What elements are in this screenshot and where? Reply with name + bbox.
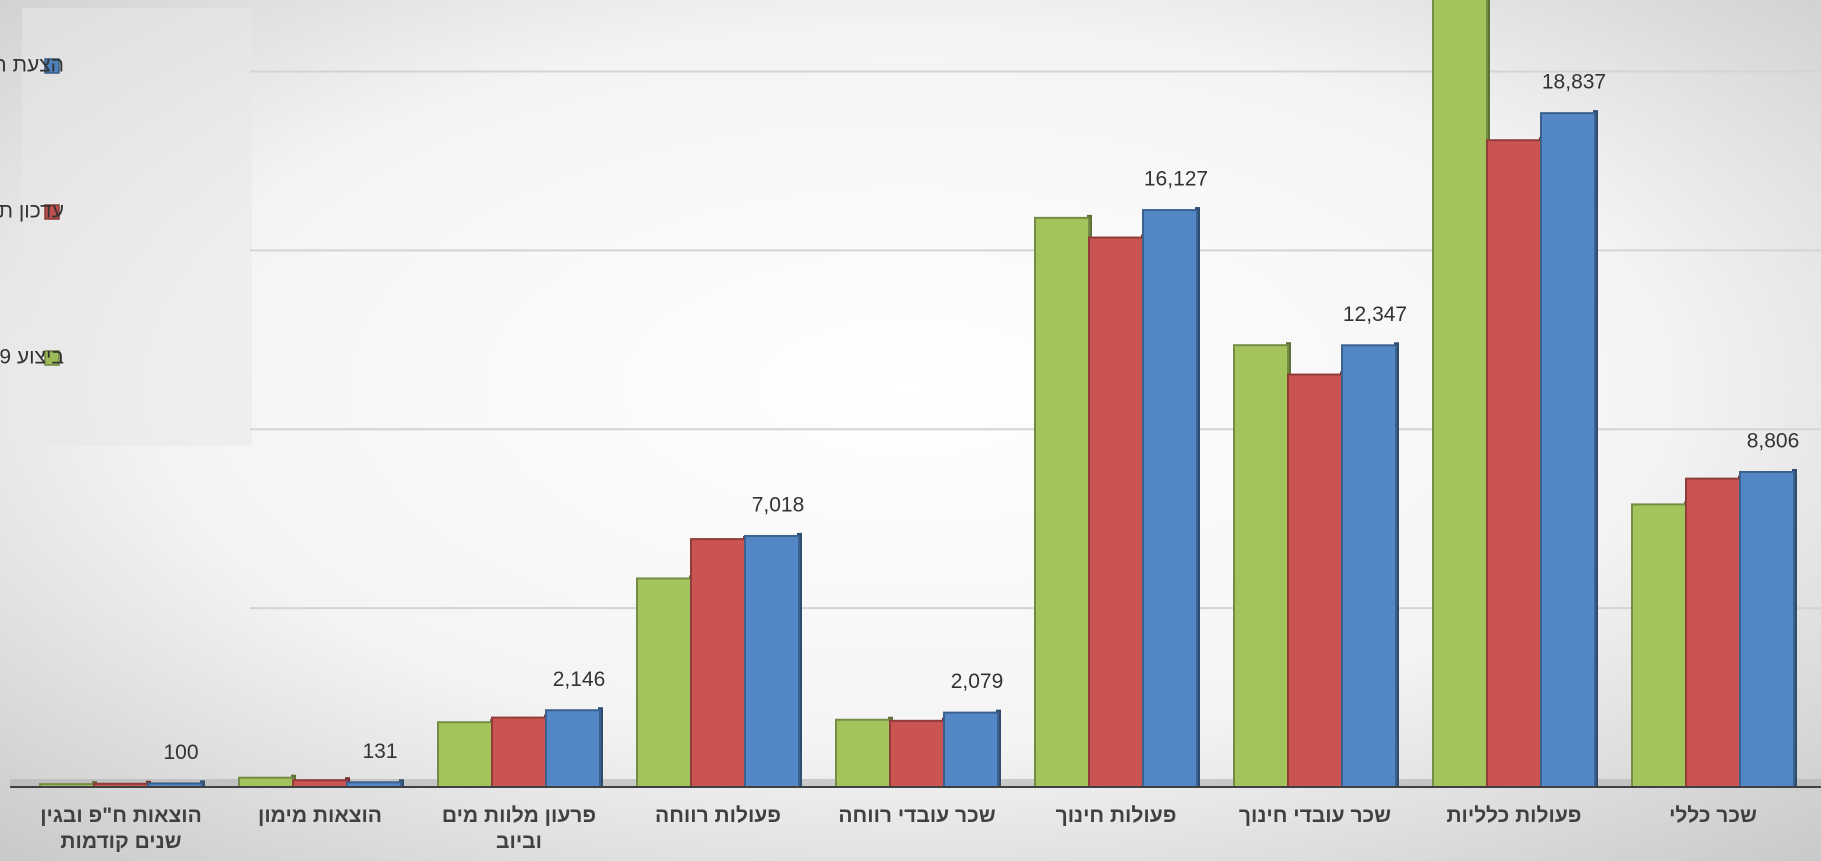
bar — [744, 534, 800, 789]
legend-label: עדכון תקציב 2020 — [0, 200, 64, 223]
data-label: 100 — [163, 741, 198, 764]
x-tick-label: הוצאות ח"פ ובגין שנים קודמות — [40, 804, 202, 853]
bar — [889, 719, 945, 788]
legend-box — [22, 8, 252, 446]
bar — [1540, 112, 1596, 789]
bar — [690, 538, 746, 788]
x-tick-label-box: פעולות חינוך — [1055, 804, 1177, 827]
bar — [1432, 0, 1488, 789]
legend-swatch — [44, 58, 60, 74]
x-tick-label: הוצאות מימון — [258, 804, 382, 827]
bar — [1233, 344, 1289, 788]
bar — [1088, 236, 1144, 789]
bar — [1739, 470, 1795, 788]
bar — [1034, 216, 1090, 789]
data-label: 131 — [362, 740, 397, 763]
x-tick-label: פעולות חינוך — [1055, 804, 1177, 827]
data-label: 16,127 — [1144, 168, 1208, 191]
x-tick-label-box: שכר עובדי חינוך — [1238, 804, 1392, 827]
bar — [292, 779, 348, 789]
x-tick-label: פרעון מלוות מים וביוב — [441, 804, 597, 853]
legend-swatch — [44, 350, 60, 366]
bar — [636, 577, 692, 788]
x-tick-label-box: פרעון מלוות מים וביוב — [441, 804, 597, 853]
bar — [491, 716, 547, 788]
x-tick-label-box: פעולות כלליות — [1446, 804, 1582, 827]
legend-swatch — [44, 204, 60, 220]
x-tick-label-box: הוצאות ח"פ ובגין שנים קודמות — [40, 804, 202, 853]
bar — [1142, 209, 1198, 789]
bar — [1486, 139, 1542, 789]
x-tick-label: שכר עובדי רווחה — [838, 804, 996, 827]
bar — [437, 721, 493, 788]
data-label: 2,079 — [951, 670, 1004, 693]
bar — [545, 709, 601, 789]
bar — [835, 718, 891, 788]
x-tick-label: שכר כללי — [1669, 804, 1757, 827]
x-tick-label-box: שכר כללי — [1669, 804, 1757, 827]
x-tick-label-box: הוצאות מימון — [258, 804, 382, 827]
data-label: 7,018 — [752, 493, 805, 516]
bar — [943, 711, 999, 788]
x-tick-label: פעולות רווחה — [655, 804, 781, 827]
bar — [1341, 344, 1397, 788]
x-tick-label-box: פעולות רווחה — [655, 804, 781, 827]
data-label: 8,806 — [1747, 430, 1800, 453]
legend-label: הצעת תקציב 2021 — [0, 54, 64, 77]
x-tick-label: פעולות כלליות — [1446, 804, 1582, 827]
x-tick-label-box: שכר עובדי רווחה — [838, 804, 996, 827]
bar — [1685, 477, 1741, 788]
plot-area — [10, 0, 1821, 789]
legend-label: ביצוע 2019 — [0, 346, 64, 369]
data-label: 2,146 — [553, 668, 606, 691]
data-label: 12,347 — [1343, 303, 1407, 326]
bar — [1287, 373, 1343, 788]
bar — [238, 776, 294, 789]
data-label: 18,837 — [1542, 71, 1606, 94]
bar — [1631, 503, 1687, 788]
x-tick-label: שכר עובדי חינוך — [1238, 804, 1392, 827]
